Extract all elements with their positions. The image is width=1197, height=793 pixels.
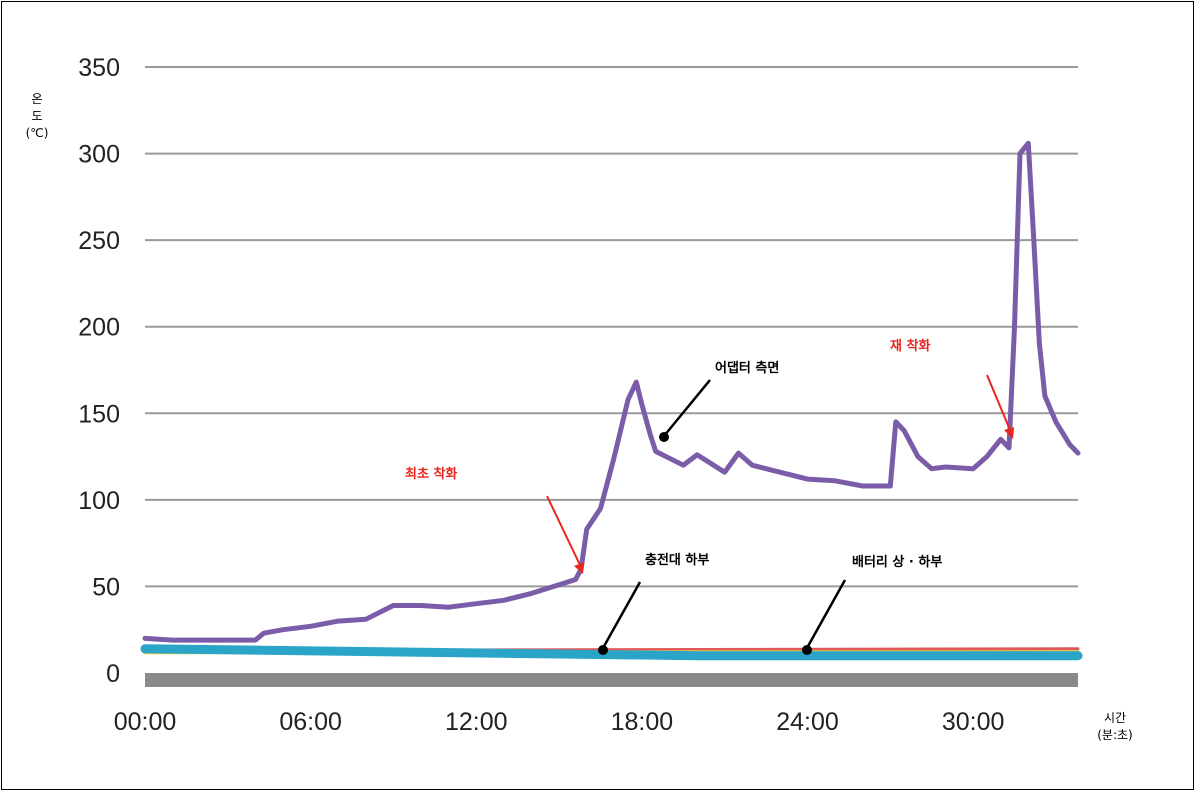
arrowhead-icon xyxy=(1004,427,1014,439)
x-tick-label: 18:00 xyxy=(611,708,674,736)
series-line-base xyxy=(140,644,1083,661)
x-tick-label: 30:00 xyxy=(942,708,1005,736)
y-tick-label: 0 xyxy=(106,660,120,688)
x-tick-label: 00:00 xyxy=(114,708,177,736)
y-tick-label: 350 xyxy=(78,54,120,82)
annotation-first-ignition: 최초 착화 xyxy=(405,466,584,574)
y-tick-label: 50 xyxy=(92,573,120,601)
annotation-arrow-line xyxy=(986,374,1011,431)
annotation-reignition: 재 착화 xyxy=(890,338,1014,439)
annotation-leader-line xyxy=(601,581,642,649)
annotation-reignition-label: 재 착화 xyxy=(890,338,930,354)
series-lines xyxy=(140,140,1083,661)
baseline-floor-band xyxy=(145,673,1078,687)
annotation-arrow-line xyxy=(546,495,581,566)
annotation-dot xyxy=(598,645,608,655)
annotation-adapter-label: 어댑터 측면 xyxy=(715,360,779,376)
annotation-charger-base: 충전대 하부 xyxy=(598,552,709,655)
annotation-leader-line xyxy=(805,579,847,649)
annotation-dot xyxy=(659,432,669,442)
x-axis-ticks: 00:00 06:00 12:00 18:00 24:00 30:00 xyxy=(114,708,1005,736)
annotation-first-ignition-label: 최초 착화 xyxy=(405,466,457,482)
y-tick-label: 150 xyxy=(78,400,120,428)
annotation-adapter: 어댑터 측면 xyxy=(659,360,779,442)
y-tick-label: 300 xyxy=(78,141,120,169)
y-tick-label: 200 xyxy=(78,314,120,342)
grid-lines xyxy=(145,66,1078,588)
annotation-battery-label: 배터리 상 · 하부 xyxy=(852,554,942,570)
x-tick-label: 06:00 xyxy=(279,708,342,736)
annotation-dot xyxy=(802,645,812,655)
x-tick-label: 12:00 xyxy=(445,708,508,736)
annotation-battery: 배터리 상 · 하부 xyxy=(802,554,942,655)
y-axis-label-line2: 도 xyxy=(31,109,42,123)
y-tick-label: 100 xyxy=(78,487,120,515)
x-tick-label: 24:00 xyxy=(776,708,839,736)
y-axis-label-line3: (℃) xyxy=(26,126,49,140)
annotation-charger-base-label: 충전대 하부 xyxy=(645,552,709,568)
y-axis-ticks: 0 50 100 150 200 250 300 350 xyxy=(78,54,120,688)
series-line-adapter xyxy=(142,140,1081,643)
y-axis-label-line1: 온 xyxy=(31,92,42,106)
x-axis-label-line2: (분:초) xyxy=(1097,728,1133,742)
arrowhead-icon xyxy=(574,562,584,574)
annotation-leader-line xyxy=(663,379,711,437)
x-axis-label-line1: 시간 xyxy=(1104,711,1126,725)
y-tick-label: 250 xyxy=(78,227,120,255)
